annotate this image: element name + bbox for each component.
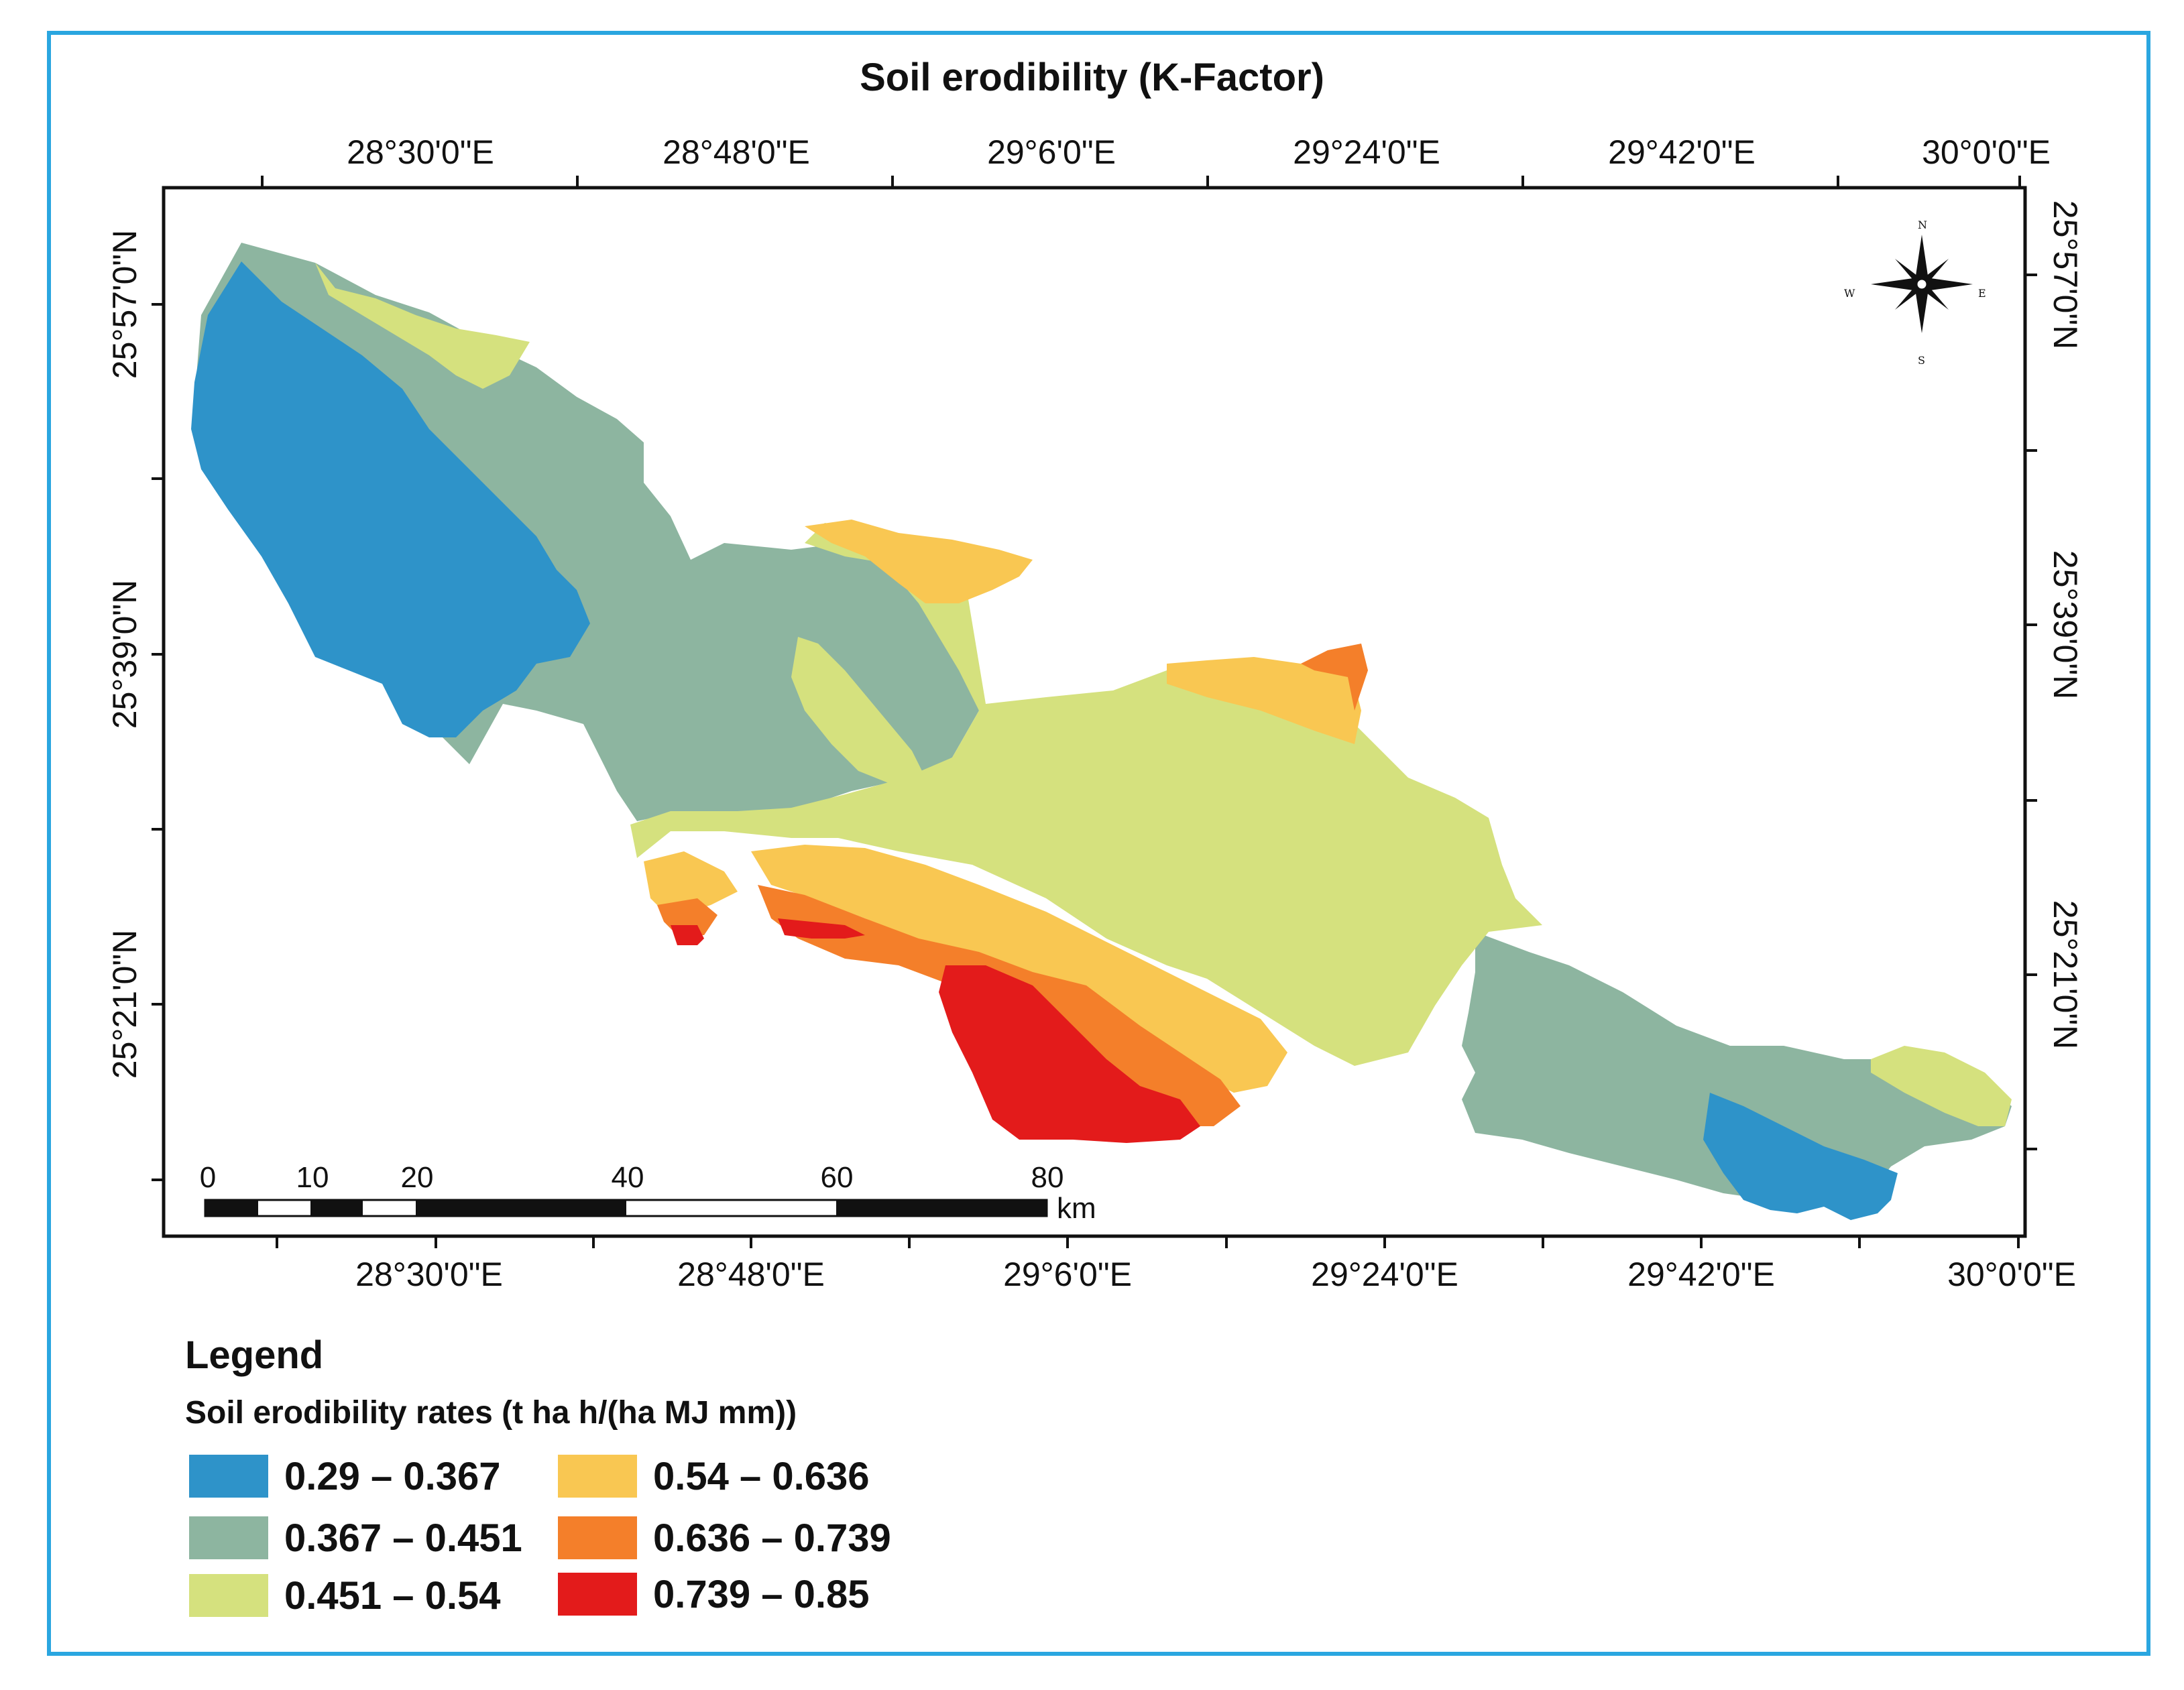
legend-swatch [558, 1573, 637, 1616]
legend-swatch [558, 1455, 637, 1498]
legend-label: 0.367 – 0.451 [284, 1516, 522, 1560]
top-tick-label: 28°48'0"E [663, 133, 810, 171]
compass-s: S [1918, 354, 1925, 367]
zone-0636-0739-ne [1301, 644, 1368, 711]
zone-0451-054-se [1871, 1046, 2012, 1126]
zone-0367-0451-east [1462, 932, 2012, 1207]
zone-0451-054-inner [791, 637, 925, 784]
legend-label: 0.54 – 0.636 [653, 1454, 870, 1498]
legend-item: 0.367 – 0.451 [189, 1516, 522, 1560]
left-ticks [152, 303, 164, 1181]
scale-label: 40 [611, 1161, 644, 1194]
right-ticks [2025, 274, 2037, 1150]
scale-label: 0 [199, 1161, 217, 1194]
legend-swatch [189, 1516, 268, 1559]
legend-label: 0.739 – 0.85 [653, 1572, 870, 1616]
left-tick-label: 25°39'0"N [106, 579, 143, 729]
zone-029-0367-se [1703, 1093, 1898, 1220]
map-neatline [162, 186, 2027, 1238]
right-tick-label: 25°57'0"N [2047, 200, 2084, 350]
top-tick-label: 29°6'0"E [987, 133, 1116, 171]
legend-item: 0.29 – 0.367 [189, 1455, 501, 1498]
north-arrow [1871, 235, 1973, 333]
top-tick-label: 28°30'0"E [347, 133, 494, 171]
zone-029-0367 [191, 261, 590, 737]
legend-title: Legend [185, 1333, 324, 1377]
zone-054-0636 [644, 851, 738, 918]
scale-label: 60 [820, 1161, 854, 1194]
left-tick-label: 25°57'0"N [106, 229, 143, 379]
right-tick-label: 25°39'0"N [2047, 550, 2084, 700]
bottom-tick-label: 29°24'0"E [1311, 1256, 1458, 1293]
bottom-tick-label: 28°30'0"E [355, 1256, 503, 1293]
zone-054-0636-east [1167, 657, 1361, 744]
soil-zones [191, 243, 2012, 1220]
scale-unit: km [1057, 1192, 1096, 1225]
top-tick-label: 29°42'0"E [1608, 133, 1756, 171]
compass-e: E [1978, 287, 1986, 300]
zone-054-0636-ne [805, 520, 1033, 603]
bottom-tick-label: 28°48'0"E [677, 1256, 825, 1293]
scale-label: 80 [1031, 1161, 1064, 1194]
legend-item: 0.739 – 0.85 [558, 1573, 870, 1616]
legend-swatch [189, 1455, 268, 1498]
top-ticks [261, 176, 2021, 188]
legend-subtitle: Soil erodibility rates (t ha h/(ha MJ mm… [185, 1395, 797, 1431]
zone-0739-085 [671, 925, 704, 945]
scale-bar [204, 1199, 1048, 1217]
zone-0739-085-coast [778, 918, 865, 939]
bottom-tick-label: 29°42'0"E [1627, 1256, 1775, 1293]
compass-n: N [1918, 219, 1927, 231]
top-tick-label: 29°24'0"E [1293, 133, 1440, 171]
legend-label: 0.636 – 0.739 [653, 1516, 891, 1560]
bottom-tick-label: 29°6'0"E [1003, 1256, 1132, 1293]
legend-item: 0.636 – 0.739 [558, 1516, 891, 1560]
left-tick-label: 25°21'0"N [106, 929, 143, 1079]
legend-label: 0.29 – 0.367 [284, 1454, 501, 1498]
legend-item: 0.54 – 0.636 [558, 1455, 870, 1498]
zone-0451-054-nw [315, 263, 530, 389]
top-tick-label: 30°0'0"E [1922, 133, 2051, 171]
zone-0451-054 [630, 523, 1542, 1066]
bottom-ticks [276, 1236, 2020, 1248]
scale-label: 10 [296, 1161, 329, 1194]
map-title: Soil erodibility (K-Factor) [860, 56, 1324, 99]
legend-swatch [189, 1574, 268, 1617]
scale-label: 20 [400, 1161, 434, 1194]
right-tick-label: 25°21'0"N [2047, 900, 2084, 1050]
legend-label: 0.451 – 0.54 [284, 1573, 501, 1618]
compass-w: W [1844, 287, 1855, 300]
legend-swatch [558, 1516, 637, 1559]
bottom-tick-label: 30°0'0"E [1947, 1256, 2076, 1293]
legend-item: 0.451 – 0.54 [189, 1573, 501, 1618]
zone-0739-085-south [939, 965, 1200, 1143]
